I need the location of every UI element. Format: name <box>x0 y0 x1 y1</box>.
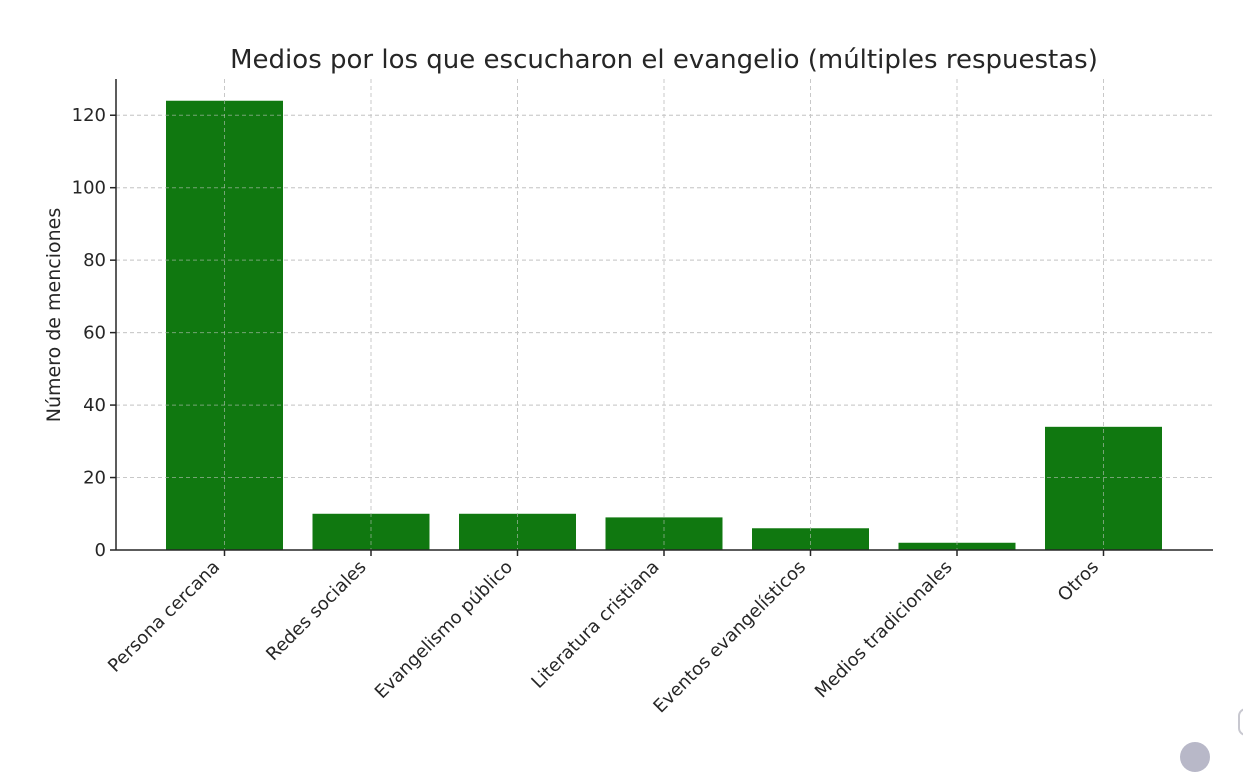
corner-avatar-icon <box>1180 742 1210 772</box>
x-tick-label: Medios tradicionales <box>811 557 957 703</box>
y-tick-label: 80 <box>83 250 106 271</box>
y-tick-label: 120 <box>72 105 106 126</box>
x-tick-label: Literatura cristiana <box>527 557 663 693</box>
x-tick-label: Redes sociales <box>262 557 370 665</box>
y-tick-label: 20 <box>83 468 106 489</box>
gridlines-overlay <box>116 79 1213 550</box>
y-tick-label: 40 <box>83 395 106 416</box>
x-axis-ticks: Persona cercana Redes sociales Evangelismo… <box>104 550 1105 718</box>
bar <box>752 528 869 550</box>
y-tick-label: 0 <box>95 540 106 561</box>
y-tick-label: 100 <box>72 178 106 199</box>
bar-chart: Medios por los que escucharon el evangel… <box>43 45 1213 718</box>
y-axis-label: Número de menciones <box>43 208 65 423</box>
y-tick-label: 60 <box>83 323 106 344</box>
y-axis-ticks: 0 20 40 60 80 100 120 <box>72 105 116 561</box>
x-tick-label: Eventos evangelísticos <box>649 557 810 718</box>
x-tick-label: Persona cercana <box>104 557 224 677</box>
chart-title: Medios por los que escucharon el evangel… <box>230 45 1098 75</box>
x-tick-label: Otros <box>1054 557 1103 606</box>
scroll-indicator-icon <box>1238 708 1243 736</box>
bar <box>898 542 1016 550</box>
x-tick-label: Evangelismo público <box>371 557 517 703</box>
